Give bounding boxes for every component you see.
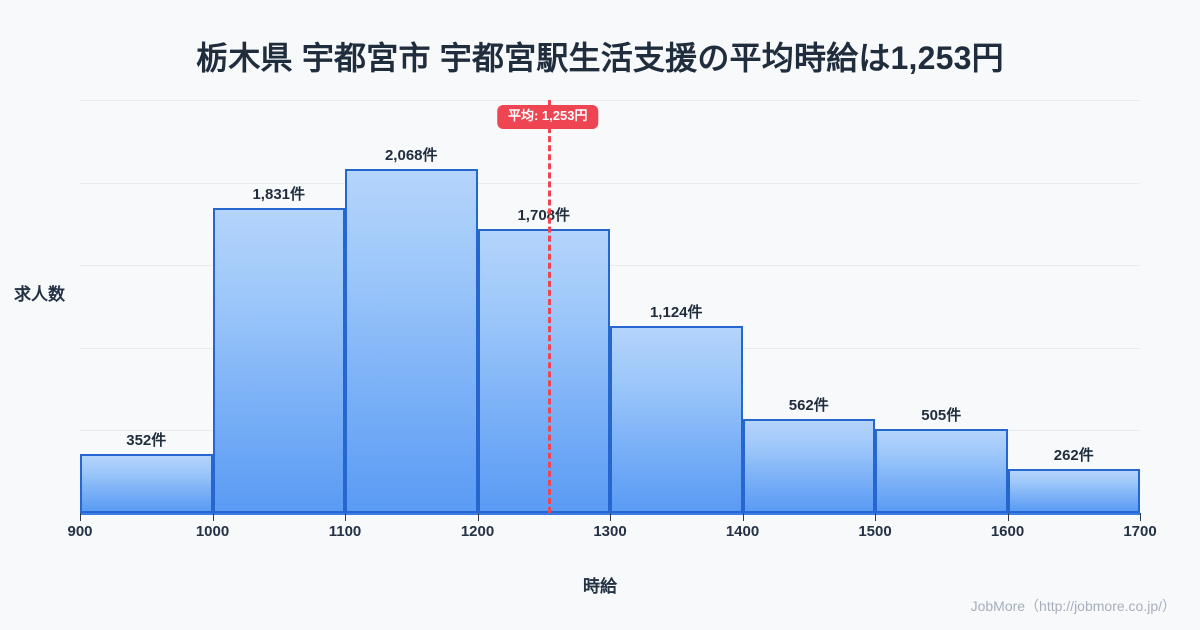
x-tick-label: 1700 xyxy=(1123,523,1157,540)
x-tick-label: 1300 xyxy=(593,523,627,540)
x-tick-mark xyxy=(80,513,81,521)
chart-title: 栃木県 宇都宮市 宇都宮駅生活支援の平均時給は1,253円 xyxy=(196,40,1004,76)
bar-value-label: 1,124件 xyxy=(649,303,703,321)
y-axis-title: 求人数 xyxy=(14,285,65,304)
x-tick-label: 1100 xyxy=(328,523,362,540)
bar[interactable] xyxy=(80,454,213,513)
x-tick-mark xyxy=(610,513,611,521)
bar[interactable] xyxy=(345,168,478,513)
bar[interactable] xyxy=(610,325,743,513)
x-tick-mark xyxy=(1007,513,1009,521)
average-line xyxy=(547,100,551,513)
x-tick-label: 1500 xyxy=(858,523,892,540)
watermark-credit: JobMore（http://jobmore.co.jp/） xyxy=(970,598,1176,614)
bar-value-label: 1,708件 xyxy=(517,206,571,224)
plot-area xyxy=(80,100,1140,513)
bar[interactable] xyxy=(477,228,610,513)
average-badge: 平均: 1,253円 xyxy=(496,105,599,129)
bar-value-label: 505件 xyxy=(921,406,962,424)
x-tick-label: 1400 xyxy=(725,523,760,540)
gridline xyxy=(80,182,1140,184)
bar-value-label: 1,831件 xyxy=(252,186,306,204)
bar[interactable] xyxy=(1007,469,1140,513)
x-tick-label: 900 xyxy=(67,523,93,540)
bar-value-label: 352件 xyxy=(126,432,167,450)
x-tick-mark xyxy=(477,513,479,521)
bar-value-label: 262件 xyxy=(1053,447,1094,465)
bar[interactable] xyxy=(212,208,345,513)
x-tick-label: 1600 xyxy=(990,523,1025,540)
x-tick-mark xyxy=(1140,513,1141,521)
x-tick-mark xyxy=(875,513,876,521)
x-tick-mark xyxy=(345,513,346,521)
x-axis-title: 時給 xyxy=(583,577,617,596)
bar-value-label: 2,068件 xyxy=(384,146,438,164)
x-tick-label: 1200 xyxy=(460,523,495,540)
gridline xyxy=(80,100,1140,101)
bar[interactable] xyxy=(875,428,1008,513)
bar[interactable] xyxy=(742,419,875,513)
bar-value-label: 562件 xyxy=(788,397,829,415)
x-tick-mark xyxy=(212,513,214,521)
x-tick-label: 1000 xyxy=(195,523,230,540)
gridline xyxy=(80,265,1140,267)
x-tick-mark xyxy=(742,513,744,521)
